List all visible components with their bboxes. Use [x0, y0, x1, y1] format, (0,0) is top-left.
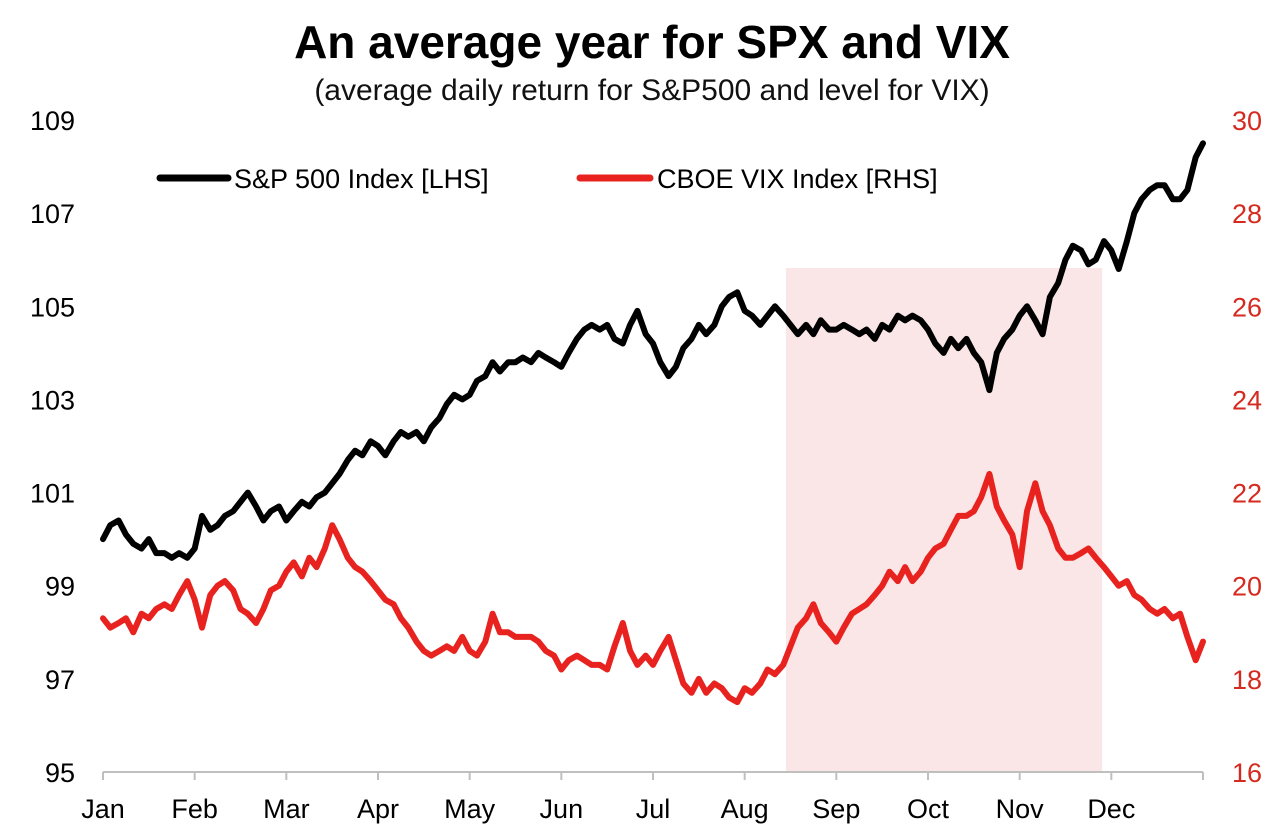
chart-subtitle: (average daily return for S&P500 and lev… — [314, 74, 989, 107]
x-tick-label: Nov — [996, 794, 1045, 824]
x-tick-label: Dec — [1087, 794, 1135, 824]
x-tick-label: Sep — [812, 794, 860, 824]
left-tick-label: 109 — [30, 106, 75, 136]
x-tick-label: Aug — [721, 794, 769, 824]
right-tick-label: 26 — [1232, 292, 1262, 322]
left-tick-label: 105 — [30, 292, 75, 322]
left-tick-label: 101 — [30, 479, 75, 509]
left-tick-label: 95 — [45, 758, 75, 788]
x-tick-label: Apr — [357, 794, 399, 824]
right-tick-label: 30 — [1232, 106, 1262, 136]
right-axis: 30 28 26 24 22 20 18 16 — [1232, 106, 1262, 788]
legend-label: CBOE VIX Index [RHS] — [657, 164, 938, 194]
legend: S&P 500 Index [LHS] CBOE VIX Index [RHS] — [160, 164, 938, 194]
highlight-region — [786, 268, 1102, 772]
legend-label: S&P 500 Index [LHS] — [234, 164, 489, 194]
left-tick-label: 103 — [30, 385, 75, 415]
left-tick-label: 99 — [45, 572, 75, 602]
right-tick-label: 28 — [1232, 199, 1262, 229]
right-tick-label: 24 — [1232, 385, 1262, 415]
x-axis: Jan Feb Mar Apr May Jun Jul Aug Sep Oct Nov Dec — [81, 772, 1203, 824]
x-tick-label: Feb — [171, 794, 218, 824]
x-tick-label: Mar — [263, 794, 310, 824]
right-tick-label: 16 — [1232, 758, 1262, 788]
legend-item-spx: S&P 500 Index [LHS] — [160, 164, 489, 194]
x-tick-label: Jun — [540, 794, 584, 824]
x-tick-label: May — [444, 794, 496, 824]
right-tick-label: 18 — [1232, 665, 1262, 695]
left-axis: 109 107 105 103 101 99 97 95 — [30, 106, 75, 788]
left-tick-label: 107 — [30, 199, 75, 229]
x-tick-label: Oct — [907, 794, 950, 824]
legend-item-vix: CBOE VIX Index [RHS] — [580, 164, 938, 194]
right-tick-label: 22 — [1232, 479, 1262, 509]
x-tick-label: Jul — [636, 794, 671, 824]
left-tick-label: 97 — [45, 665, 75, 695]
chart-title: An average year for SPX and VIX — [294, 16, 1010, 68]
x-tick-label: Jan — [81, 794, 125, 824]
right-tick-label: 20 — [1232, 572, 1262, 602]
